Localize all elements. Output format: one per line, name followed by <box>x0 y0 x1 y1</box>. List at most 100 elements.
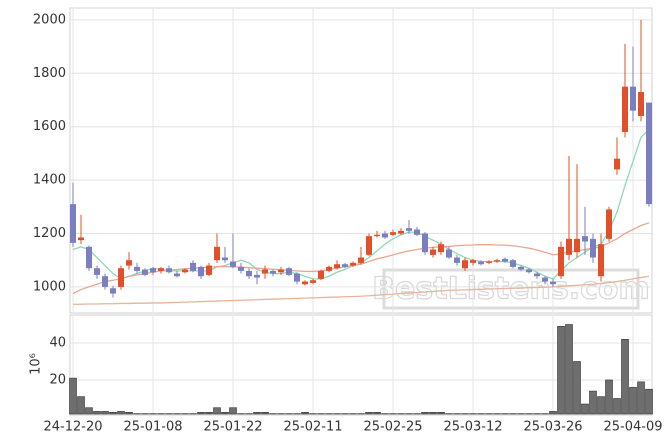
volume-bar <box>429 412 437 415</box>
candle-body <box>102 276 108 287</box>
x-tick-label: 25-01-08 <box>123 420 182 435</box>
watermark: BestListens.com <box>372 272 650 307</box>
candle-body <box>238 266 244 271</box>
candle-body <box>646 102 652 205</box>
candle-body <box>318 270 324 279</box>
x-tick-label: 25-02-11 <box>283 420 342 435</box>
candle-body <box>78 237 84 241</box>
volume-bar <box>605 379 613 415</box>
x-tick-label: 25-03-12 <box>443 420 502 435</box>
x-tick-label: 25-02-25 <box>363 420 422 435</box>
candle-body <box>302 281 308 285</box>
candle-body <box>366 236 372 255</box>
volume-bar <box>85 407 93 415</box>
candle-body <box>478 261 484 265</box>
volume-bar <box>221 412 229 415</box>
volume-bar <box>589 390 597 415</box>
candle-body <box>206 265 212 275</box>
candle-body <box>630 86 636 111</box>
candle-body <box>246 270 252 277</box>
volume-bar <box>549 411 557 415</box>
candle-body <box>158 268 164 271</box>
volume-bar <box>629 387 637 415</box>
volume-bar <box>77 396 85 415</box>
candle-body <box>294 273 300 282</box>
volume-bar <box>205 412 213 415</box>
candle-body <box>382 233 388 238</box>
volume-bar <box>581 403 589 415</box>
volume-bar <box>301 412 309 415</box>
candle-body <box>374 234 380 237</box>
candle-body <box>350 262 356 266</box>
candle-body <box>94 268 100 275</box>
candle-body <box>502 258 508 262</box>
volume-bar <box>101 411 109 415</box>
candle-body <box>494 260 500 262</box>
candle-body <box>462 260 468 269</box>
candle-body <box>550 281 556 285</box>
volume-bar <box>261 412 269 415</box>
candle-body <box>534 273 540 277</box>
candle-body <box>190 262 196 271</box>
x-tick-label: 25-03-26 <box>523 420 582 435</box>
y-tick-label: 40 <box>49 335 66 350</box>
candle-body <box>446 249 452 258</box>
volume-bar <box>637 381 645 415</box>
volume-bar <box>573 361 581 415</box>
candle-body <box>70 204 76 243</box>
candle-body <box>214 246 220 261</box>
y-tick-label: 1600 <box>33 119 66 134</box>
candle-body <box>358 257 364 263</box>
candle-body <box>414 229 420 235</box>
volume-bar <box>557 326 565 415</box>
candle-body <box>334 264 340 269</box>
candle-body <box>270 270 276 274</box>
candle-body <box>526 269 532 273</box>
candle-body <box>606 209 612 239</box>
candle-body <box>470 260 476 263</box>
volume-bar <box>109 412 117 415</box>
candle-body <box>342 264 348 267</box>
candle-body <box>398 230 404 234</box>
candle-body <box>262 269 268 274</box>
candle-body <box>510 260 516 267</box>
volume-bar <box>365 412 373 415</box>
y-tick-label: 20 <box>49 372 66 387</box>
candle-body <box>542 277 548 282</box>
candle-body <box>230 261 236 267</box>
y-tick-label: 2000 <box>33 12 66 27</box>
y-tick-label: 1200 <box>33 226 66 241</box>
candle-body <box>406 228 412 231</box>
candle-body <box>326 266 332 271</box>
watermark-box <box>382 268 640 310</box>
x-tick-label: 25-04-09 <box>603 420 662 435</box>
volume-bar <box>69 377 77 415</box>
candle-body <box>430 249 436 255</box>
candle-body <box>142 269 148 275</box>
candle-body <box>438 244 444 253</box>
volume-panel <box>69 314 653 416</box>
candle-body <box>166 268 172 273</box>
volume-bar <box>229 407 237 415</box>
volume-bar <box>437 412 445 415</box>
x-tick-label: 24-12-20 <box>43 420 102 435</box>
candle-body <box>182 269 188 273</box>
candle-body <box>86 246 92 269</box>
candle-body <box>590 238 596 258</box>
candle-body <box>486 261 492 263</box>
volume-bar <box>253 412 261 415</box>
candle-body <box>110 288 116 294</box>
volume-bar <box>597 396 605 415</box>
y-tick-label: 1400 <box>33 173 66 188</box>
volume-unit: 10⁶ <box>29 353 44 375</box>
volume-bar <box>421 412 429 415</box>
candle-body <box>150 268 156 273</box>
candle-body <box>126 260 132 266</box>
volume-bar <box>93 411 101 415</box>
volume-bar <box>213 407 221 415</box>
candle-body <box>582 236 588 242</box>
y-tick-label: 1800 <box>33 66 66 81</box>
candle-body <box>310 280 316 283</box>
volume-bar <box>197 412 205 415</box>
